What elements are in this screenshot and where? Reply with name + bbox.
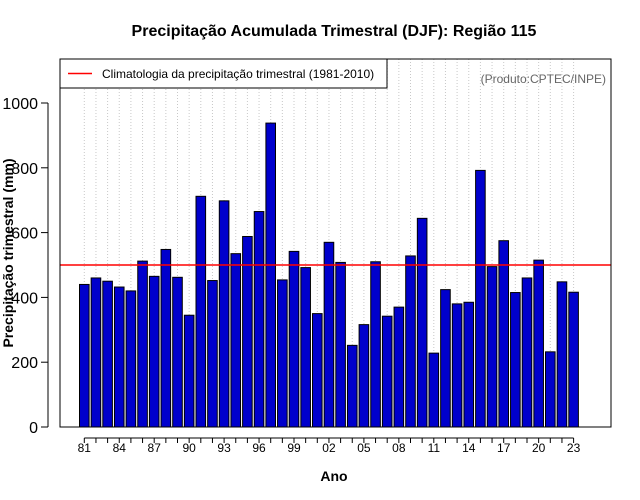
bar-1984	[113, 286, 125, 428]
x-tick-label: 02	[322, 441, 336, 455]
legend-box	[59, 58, 388, 89]
bar-1996	[253, 211, 265, 428]
bar-2023	[568, 291, 579, 428]
y-tick-label: 600	[11, 226, 38, 243]
bar-2007	[381, 315, 393, 428]
bar-2014	[463, 301, 475, 428]
bar-2017	[498, 240, 509, 428]
bar-2019	[521, 277, 533, 428]
bar-1999	[288, 250, 300, 428]
x-tick-label: 90	[182, 441, 196, 455]
x-axis: 81 84 87 90 93 96 99 02 05 08 11 14 17 20 23	[78, 437, 581, 455]
x-tick-label: 84	[113, 441, 127, 455]
credit-text: (Produto:CPTEC/INPE)	[481, 72, 606, 86]
bar-2003	[335, 261, 346, 428]
x-tick-label: 93	[217, 441, 231, 455]
x-tick-label: 81	[78, 441, 92, 455]
bar-2021	[545, 351, 556, 428]
bar-2013	[451, 303, 463, 428]
bar-2002	[323, 241, 335, 428]
x-tick-label: 96	[252, 441, 266, 455]
x-axis-title: Ano	[320, 468, 347, 484]
y-tick-label: 200	[11, 355, 38, 372]
y-tick-label: 0	[29, 420, 38, 437]
legend: Climatologia da precipitação trimestral …	[59, 58, 388, 89]
bar-2018	[510, 292, 521, 428]
x-tick-label: 14	[462, 441, 476, 455]
bar-1992	[207, 280, 218, 428]
bar-2011	[428, 352, 440, 428]
bar-2022	[556, 281, 568, 428]
x-tick-label: 99	[287, 441, 301, 455]
bar-2020	[533, 259, 544, 428]
bar-2015	[475, 169, 486, 428]
y-tick-label: 800	[11, 161, 38, 178]
y-axis: 0 200 400 600 800 1000	[2, 96, 49, 437]
bar-1998	[277, 279, 288, 428]
x-tick-label: 08	[392, 441, 406, 455]
x-tick-label: 17	[497, 441, 511, 455]
bar-1981	[79, 283, 90, 428]
bar-2005	[358, 324, 370, 428]
x-tick-label: 87	[148, 441, 162, 455]
bar-2004	[346, 344, 358, 428]
legend-label: Climatologia da precipitação trimestral …	[102, 67, 374, 81]
bar-1990	[183, 314, 195, 428]
bar-1988	[160, 248, 172, 428]
y-tick-label: 1000	[2, 96, 38, 113]
bar-2001	[312, 313, 323, 428]
chart-title: Precipitação Acumulada Trimestral (DJF):…	[132, 23, 537, 40]
bar-2016	[486, 266, 498, 428]
bar-1997	[265, 122, 276, 428]
bar-2008	[393, 306, 405, 428]
y-axis-title: Precipitação trimestral (mm)	[0, 158, 16, 347]
x-tick-label: 05	[357, 441, 371, 455]
bar-1994	[230, 253, 242, 428]
bar-2000	[300, 267, 311, 428]
bar-1982	[90, 277, 102, 428]
bar-2006	[370, 261, 381, 428]
bar-1983	[102, 280, 113, 428]
bar-1993	[218, 200, 230, 428]
y-tick-label: 400	[11, 290, 38, 307]
bars	[79, 122, 579, 428]
bar-1989	[172, 276, 183, 428]
bar-1985	[125, 290, 137, 428]
bar-1987	[148, 275, 160, 428]
x-tick-label: 20	[532, 441, 546, 455]
bar-2009	[405, 255, 416, 428]
bar-1991	[195, 195, 207, 428]
bar-1986	[137, 260, 148, 428]
bar-2012	[440, 289, 451, 428]
x-tick-label: 11	[428, 441, 441, 455]
bar-2010	[416, 217, 428, 428]
x-tick-label: 23	[567, 441, 581, 455]
